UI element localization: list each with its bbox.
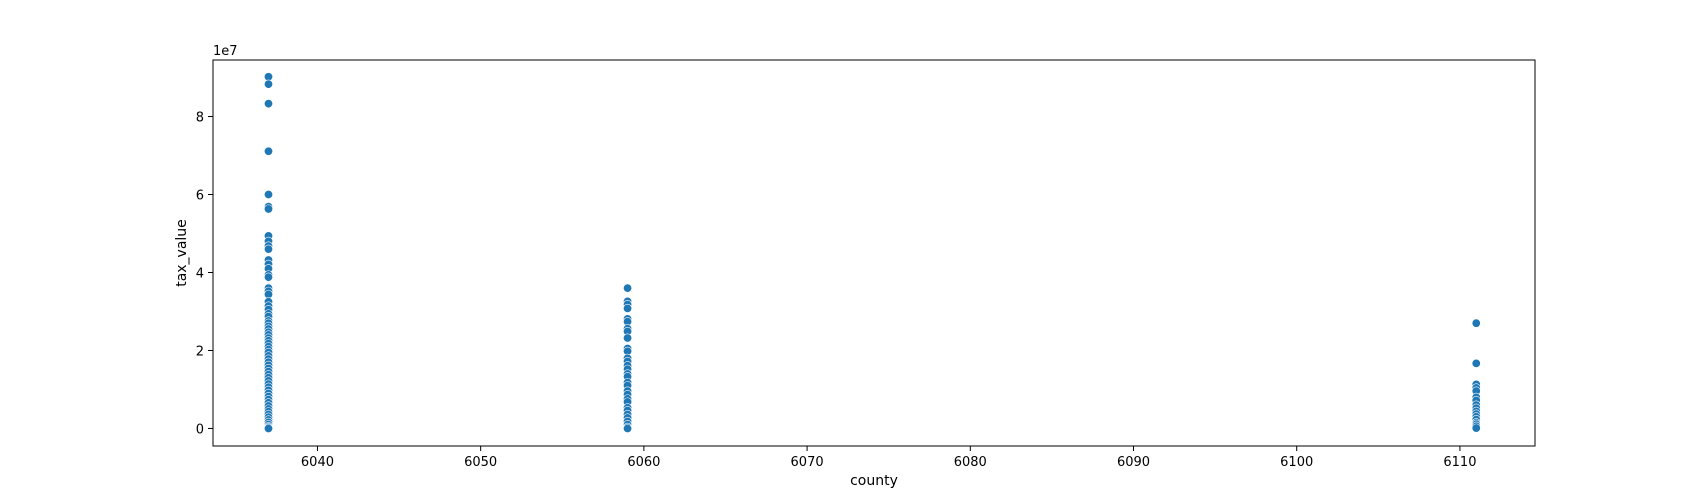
x-axis-ticks: 6040 6050 6060 6070 6080 6090 6100 6110 [301,446,1476,470]
y-tick-label: 0 [196,422,204,437]
y-tick-label: 6 [196,189,204,204]
x-tick-label: 6100 [1280,455,1313,470]
y-tick-label: 4 [196,266,204,281]
data-point [263,272,273,282]
data-point [1471,318,1481,328]
data-point [263,204,273,214]
data-points [263,72,1481,433]
plot-frame [212,59,1536,447]
data-point [263,99,273,109]
data-point [623,333,633,343]
data-point [263,423,273,433]
x-tick-label: 6060 [627,455,660,470]
data-point [623,303,633,313]
x-tick-label: 6070 [791,455,824,470]
x-axis-label: county [850,473,898,489]
data-point [1471,358,1481,368]
y-offset-label: 1e7 [213,44,238,59]
y-axis-ticks: 0 2 4 6 8 [196,111,213,437]
x-tick-label: 6050 [464,455,497,470]
data-point [263,79,273,89]
y-tick-label: 8 [196,111,204,126]
data-point [263,244,273,254]
data-point [263,190,273,200]
data-point [623,283,633,293]
x-tick-label: 6110 [1443,455,1476,470]
x-tick-label: 6090 [1117,455,1150,470]
y-axis-label: tax_value [174,219,190,287]
y-tick-label: 2 [196,344,204,359]
x-tick-label: 6080 [954,455,987,470]
x-tick-label: 6040 [301,455,334,470]
data-point [1471,423,1481,433]
data-point [623,423,633,433]
data-point [263,146,273,156]
